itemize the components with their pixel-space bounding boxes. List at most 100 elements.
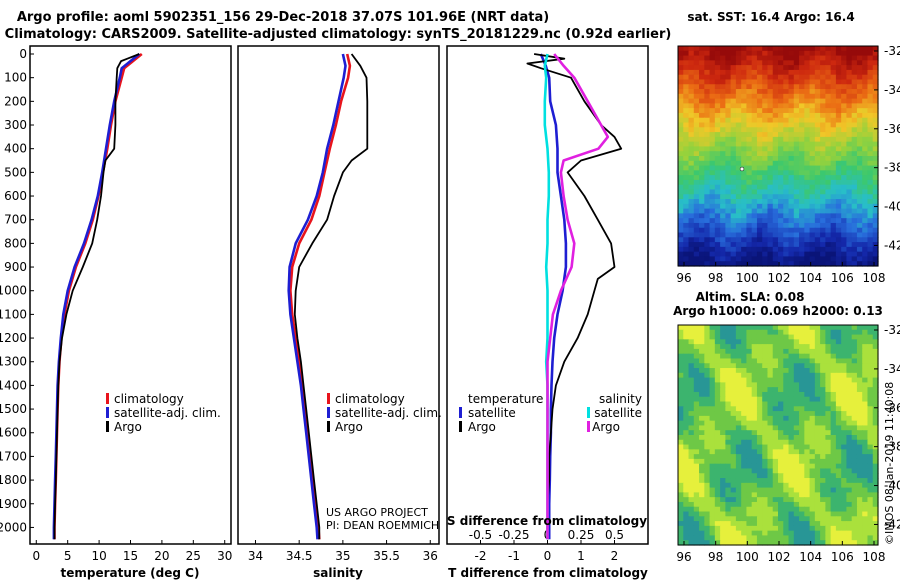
map-cell — [756, 132, 763, 138]
map-cell — [704, 74, 711, 81]
map-cell — [693, 372, 700, 379]
map-cell — [862, 449, 869, 455]
map-cell — [730, 521, 737, 527]
map-cell — [846, 156, 853, 162]
map-cell — [714, 246, 721, 253]
map-cell — [872, 93, 879, 100]
map-cell — [709, 55, 716, 61]
map-cell — [814, 339, 821, 345]
map-cell — [767, 497, 774, 503]
depth-tick-label: 1400 — [0, 378, 27, 392]
map-cell — [835, 511, 842, 517]
map-cell — [730, 103, 737, 109]
map-cell — [835, 463, 842, 470]
map-cell — [767, 501, 774, 508]
map-cell — [867, 353, 874, 360]
map-cell — [856, 46, 863, 52]
x-tick-label: 5 — [64, 549, 72, 563]
map-cell — [830, 165, 837, 171]
map-cell — [725, 449, 732, 455]
map-cell — [720, 256, 726, 262]
map-cell — [804, 348, 811, 355]
map-cell — [741, 401, 748, 407]
map-cell — [841, 146, 848, 152]
map-cell — [846, 473, 853, 479]
map-cell — [714, 492, 721, 498]
depth-tick-label: 1700 — [0, 449, 27, 463]
map-cell — [856, 84, 863, 90]
map-cell — [678, 141, 684, 148]
map-cell — [856, 261, 863, 267]
map-cell — [730, 501, 737, 508]
map-cell — [872, 227, 879, 234]
lon-tick-label: 98 — [708, 271, 723, 285]
map-cell — [704, 516, 711, 522]
map-cell — [767, 353, 774, 360]
map-cell — [846, 368, 853, 374]
map-cell — [730, 89, 737, 95]
map-cell — [772, 194, 779, 200]
map-cell — [846, 497, 853, 503]
map-cell — [778, 136, 784, 143]
map-cell — [762, 170, 769, 176]
map-cell — [814, 473, 821, 479]
map-cell — [730, 213, 737, 219]
map-cell — [683, 242, 690, 248]
map-cell — [814, 146, 821, 152]
map-cell — [683, 401, 690, 407]
map-cell — [804, 516, 811, 522]
map-cell — [793, 50, 800, 57]
map-cell — [683, 46, 690, 52]
map-cell — [846, 79, 853, 85]
map-cell — [699, 65, 705, 71]
map-cell — [856, 435, 863, 441]
map-cell — [730, 132, 737, 138]
map-cell — [856, 127, 863, 133]
map-cell — [714, 117, 721, 124]
map-cell — [841, 396, 848, 403]
map-cell — [693, 391, 700, 398]
map-cell — [846, 372, 853, 379]
map-cell — [741, 358, 748, 364]
map-cell — [678, 382, 684, 388]
map-cell — [820, 55, 826, 61]
map-cell — [683, 454, 690, 460]
map-cell — [688, 79, 695, 85]
map-cell — [820, 112, 826, 119]
map-cell — [714, 415, 721, 422]
map-cell — [756, 103, 763, 109]
map-cell — [741, 46, 748, 52]
map-cell — [741, 372, 748, 379]
map-cell — [678, 325, 684, 331]
map-cell — [735, 511, 742, 517]
map-cell — [872, 55, 879, 61]
map-cell — [767, 222, 774, 229]
map-cell — [735, 208, 742, 214]
map-cell — [835, 251, 842, 258]
map-cell — [699, 521, 705, 527]
map-cell — [867, 377, 874, 383]
map-cell — [856, 146, 863, 152]
map-cell — [704, 103, 711, 109]
map-cell — [793, 218, 800, 224]
map-cell — [851, 165, 858, 171]
map-cell — [867, 175, 874, 181]
map-cell — [693, 246, 700, 253]
map-cell — [772, 382, 779, 388]
map-cell — [725, 420, 732, 427]
map-cell — [783, 141, 790, 148]
map-cell — [862, 334, 869, 340]
map-cell — [688, 127, 695, 133]
map-cell — [746, 208, 753, 214]
map-cell — [793, 65, 800, 71]
map-cell — [767, 525, 774, 532]
map-cell — [751, 377, 758, 383]
map-cell — [714, 516, 721, 522]
map-cell — [793, 79, 800, 85]
map-cell — [730, 391, 737, 398]
map-cell — [778, 242, 784, 248]
map-cell — [720, 516, 726, 522]
map-cell — [688, 227, 695, 234]
map-cell — [872, 449, 879, 455]
map-cell — [725, 325, 732, 331]
